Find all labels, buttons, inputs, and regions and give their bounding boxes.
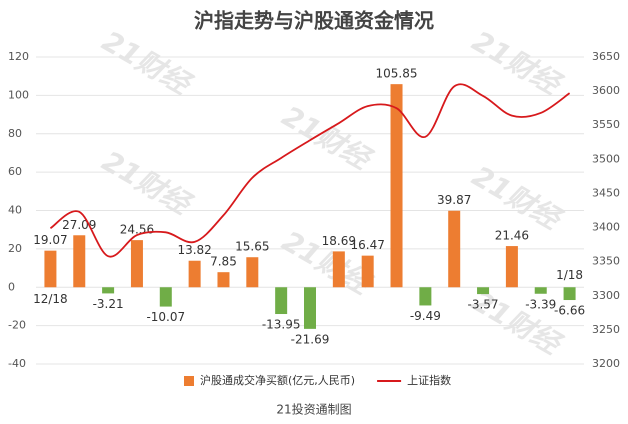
bar <box>477 287 490 295</box>
watermark: 21财经 <box>467 159 569 237</box>
legend-label: 沪股通成交净买额(亿元,人民币) <box>200 373 355 387</box>
y-tick-label: -40 <box>8 357 26 370</box>
value-label: -21.69 <box>291 332 330 346</box>
value-label: -9.49 <box>410 309 441 323</box>
y2-tick-label: 3650 <box>592 50 620 63</box>
watermark: 21财经 <box>97 24 199 102</box>
value-label: -3.21 <box>93 297 124 311</box>
y-tick-label: 20 <box>8 242 22 255</box>
bar <box>505 246 518 288</box>
bar <box>419 287 432 306</box>
x-tick-label: 12/18 <box>33 292 68 306</box>
value-label: 21.46 <box>495 229 529 243</box>
y-tick-label: 40 <box>8 204 22 217</box>
bar <box>304 287 316 329</box>
watermark: 21财经 <box>277 99 379 177</box>
footer: 21投资通制图 <box>276 402 351 417</box>
y-tick-label: 80 <box>8 127 22 140</box>
y-tick-label: 120 <box>8 50 29 63</box>
value-label: -3.39 <box>525 297 556 311</box>
bar <box>130 240 143 288</box>
bar <box>73 235 86 288</box>
bar <box>159 287 172 307</box>
legend-label: 上证指数 <box>407 373 451 387</box>
value-label: 39.87 <box>437 193 471 207</box>
bar <box>44 250 57 288</box>
value-label: -3.57 <box>468 298 499 312</box>
chart-title: 沪指走势与沪股通资金情况 <box>194 9 434 33</box>
y-tick-label: 60 <box>8 165 22 178</box>
y-tick-label: 0 <box>8 280 15 293</box>
bar <box>563 287 576 301</box>
watermark: 21财经 <box>467 284 569 362</box>
value-label: 7.85 <box>210 255 237 269</box>
value-label: 105.85 <box>376 67 418 81</box>
bar <box>448 210 461 288</box>
y2-tick-label: 3250 <box>592 323 620 336</box>
y-tick-label: 100 <box>8 88 29 101</box>
bar <box>332 251 345 288</box>
value-label: -6.66 <box>554 304 585 318</box>
x-tick-label: 1/18 <box>556 268 583 282</box>
bar <box>390 84 403 288</box>
y2-tick-label: 3400 <box>592 221 620 234</box>
y-tick-label: -20 <box>8 319 26 332</box>
bar <box>188 260 201 288</box>
bar <box>102 287 115 294</box>
y2-tick-label: 3600 <box>592 84 620 97</box>
value-label: 13.82 <box>177 243 211 257</box>
watermark: 21财经 <box>467 24 569 102</box>
bar <box>361 255 374 288</box>
value-label: 15.65 <box>235 240 269 254</box>
bar <box>246 257 259 288</box>
value-label: -13.95 <box>262 318 301 332</box>
y2-tick-label: 3350 <box>592 255 620 268</box>
value-label: -10.07 <box>146 310 185 324</box>
value-label: 16.47 <box>351 238 385 252</box>
y2-tick-label: 3200 <box>592 357 620 370</box>
y2-tick-label: 3500 <box>592 152 620 165</box>
legend-swatch <box>184 376 194 386</box>
y2-tick-label: 3300 <box>592 289 620 302</box>
y2-tick-label: 3550 <box>592 118 620 131</box>
bar <box>534 287 547 294</box>
value-label: 19.07 <box>33 233 67 247</box>
y2-tick-label: 3450 <box>592 186 620 199</box>
bar <box>217 272 230 288</box>
value-label: 18.69 <box>322 234 356 248</box>
line <box>49 83 571 258</box>
bar <box>275 287 288 315</box>
